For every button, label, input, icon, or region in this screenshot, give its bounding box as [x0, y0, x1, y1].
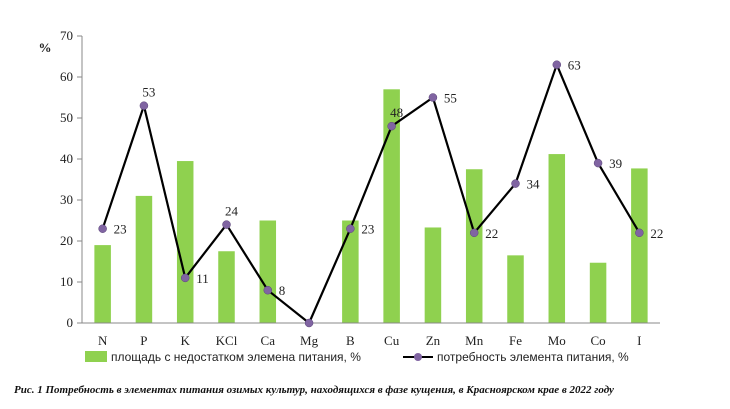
legend-label-line: потребность элемента питания, %: [437, 350, 629, 364]
legend-swatch-bar: [85, 351, 107, 362]
line-point: [593, 158, 603, 168]
x-tick-label: Co: [590, 333, 605, 348]
line-point: [180, 273, 190, 283]
x-tick-label: N: [98, 333, 108, 348]
bar: [507, 255, 524, 323]
x-tick-label: Cu: [384, 333, 400, 348]
figure-caption: Рис. 1 Потребность в элементах питания о…: [14, 384, 614, 396]
y-tick-label: 40: [60, 151, 73, 166]
data-label: 24: [225, 204, 239, 219]
legend-label-bar: площадь с недостатком элемена питания, %: [111, 350, 361, 364]
x-tick-label: Mn: [465, 333, 484, 348]
x-tick-label: B: [346, 333, 355, 348]
legend: площадь с недостатком элемена питания, %…: [85, 350, 629, 364]
legend-swatch-marker: [414, 353, 422, 361]
y-tick-label: 50: [60, 110, 73, 125]
y-tick-label: 0: [67, 315, 74, 330]
data-label: 22: [485, 226, 498, 241]
line-point: [552, 60, 562, 69]
bar: [342, 220, 359, 323]
data-label: 8: [279, 283, 286, 298]
data-label: 39: [609, 156, 622, 171]
bar: [135, 195, 153, 323]
y-tick-label: 10: [60, 274, 73, 289]
x-tick-label: P: [140, 333, 147, 348]
x-tick-label: KCl: [216, 333, 238, 348]
bar: [176, 161, 194, 323]
line-point: [346, 224, 355, 233]
bar: [589, 262, 607, 323]
bar: [259, 220, 277, 323]
bar: [424, 227, 442, 323]
x-tick-label: Zn: [426, 333, 441, 348]
line-point: [469, 228, 479, 238]
data-label: 53: [142, 85, 155, 100]
line-point: [263, 285, 273, 295]
line-point: [304, 318, 314, 328]
line-point: [428, 93, 438, 102]
y-tick-label: 70: [60, 28, 73, 43]
bar: [94, 245, 111, 323]
data-label: 48: [390, 105, 403, 120]
bar: [548, 154, 566, 323]
data-labels: 23 53 11 24 8 23 48 55 22 34 63 39 22: [114, 58, 664, 299]
bar: [631, 168, 648, 323]
chart: 0 10 20 30 40 50 60 70% N P K KCl Ca Mg B Cu Zn Mn Fe Mo Co…: [39, 28, 664, 364]
data-label: 55: [444, 91, 457, 106]
line-path: [101, 63, 641, 325]
x-tick-label: I: [637, 333, 641, 348]
data-label: 34: [527, 177, 541, 192]
data-label: 23: [361, 222, 374, 237]
data-label: 22: [650, 226, 663, 241]
x-tick-label: Mo: [548, 333, 566, 348]
data-label: 23: [114, 222, 127, 237]
data-label: 63: [568, 58, 581, 73]
y-axis-label: %: [39, 40, 52, 55]
x-tick-label: K: [181, 333, 191, 348]
bar-series: [94, 89, 648, 323]
line-point: [222, 220, 231, 229]
line-point: [98, 224, 107, 233]
x-axis: N P K KCl Ca Mg B Cu Zn Mn Fe Mo Co I: [82, 322, 660, 348]
line-point: [511, 179, 520, 188]
x-tick-label: Mg: [300, 333, 319, 348]
y-tick-label: 30: [60, 192, 73, 207]
bar: [465, 169, 483, 323]
y-tick-label: 20: [60, 233, 73, 248]
line-point: [387, 121, 396, 131]
x-tick-label: Ca: [261, 333, 276, 348]
bar: [218, 251, 235, 323]
bar: [383, 89, 400, 323]
line-point: [635, 228, 644, 238]
line-series: [98, 60, 644, 328]
y-axis: 0 10 20 30 40 50 60 70%: [39, 28, 83, 330]
line-point: [139, 101, 149, 110]
y-tick-label: 60: [60, 69, 73, 84]
data-label: 11: [196, 271, 209, 286]
x-tick-label: Fe: [509, 333, 522, 348]
